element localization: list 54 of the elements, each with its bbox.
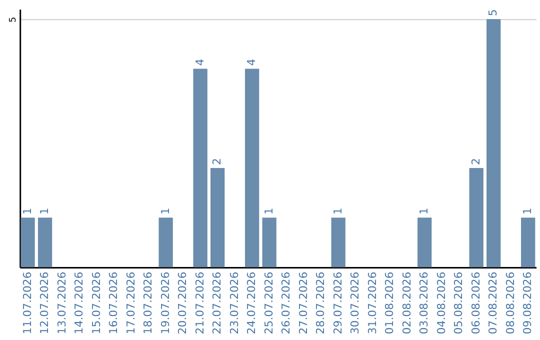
- x-tick-label: 25.07.2026: [262, 272, 276, 334]
- x-tick-label: 29.07.2026: [331, 272, 344, 334]
- bar: [469, 168, 484, 268]
- data-label: 2: [469, 158, 482, 166]
- x-tick-label: 04.08.2026: [434, 272, 448, 334]
- bar: [20, 218, 35, 268]
- x-tick-label: 28.07.2026: [314, 272, 328, 334]
- bar: [418, 218, 432, 268]
- x-tick-label: 26.07.2026: [280, 272, 293, 334]
- x-tick-label: 22.07.2026: [210, 272, 224, 334]
- bar: [262, 218, 276, 268]
- data-label: 2: [210, 158, 224, 166]
- x-tick-label: 19.07.2026: [158, 272, 172, 334]
- x-tick-label: 17.07.2026: [124, 272, 138, 334]
- x-tick-label: 06.08.2026: [469, 272, 482, 334]
- data-label: 5: [486, 9, 500, 16]
- x-tick-label: 16.07.2026: [107, 272, 120, 334]
- x-tick-label: 11.07.2026: [20, 272, 34, 334]
- x-tick-label: 07.08.2026: [486, 272, 500, 334]
- data-label: 1: [262, 208, 276, 215]
- data-label: 1: [521, 208, 534, 215]
- bar: [244, 68, 260, 268]
- x-tick-label: 31.07.2026: [366, 272, 379, 334]
- bar: [158, 218, 173, 268]
- data-label: 1: [158, 208, 172, 215]
- data-label: 4: [245, 58, 258, 66]
- data-label: 1: [331, 208, 344, 215]
- bar: [486, 19, 501, 268]
- x-tick-label: 08.08.2026: [504, 272, 517, 334]
- x-tick-label: 02.08.2026: [400, 272, 414, 334]
- bar: [210, 168, 225, 268]
- data-label: 1: [418, 208, 431, 215]
- data-label: 4: [193, 58, 206, 66]
- x-tick-label: 13.07.2026: [55, 272, 68, 334]
- x-tick-label: 01.08.2026: [383, 272, 396, 334]
- bar: [521, 218, 536, 268]
- bar: [38, 218, 52, 268]
- bar: [331, 218, 346, 268]
- x-tick-label: 24.07.2026: [245, 272, 258, 334]
- bar: [193, 68, 208, 268]
- x-tick-label: 18.07.2026: [142, 272, 155, 334]
- x-tick-label: 05.08.2026: [452, 272, 466, 334]
- x-tick-label: 09.08.2026: [521, 272, 534, 334]
- data-label: 1: [20, 208, 34, 215]
- data-label: 1: [38, 208, 52, 215]
- x-tick-label: 15.07.2026: [90, 272, 103, 334]
- x-tick-label: 27.07.2026: [296, 272, 310, 334]
- x-tick-label: 03.08.2026: [418, 272, 431, 334]
- x-tick-label: 23.07.2026: [228, 272, 241, 334]
- x-tick-label: 21.07.2026: [193, 272, 206, 334]
- x-tick-label: 30.07.2026: [348, 272, 362, 334]
- x-tick-label: 14.07.2026: [72, 272, 86, 334]
- x-tick-label: 12.07.2026: [38, 272, 52, 334]
- x-tick-label: 20.07.2026: [176, 272, 190, 334]
